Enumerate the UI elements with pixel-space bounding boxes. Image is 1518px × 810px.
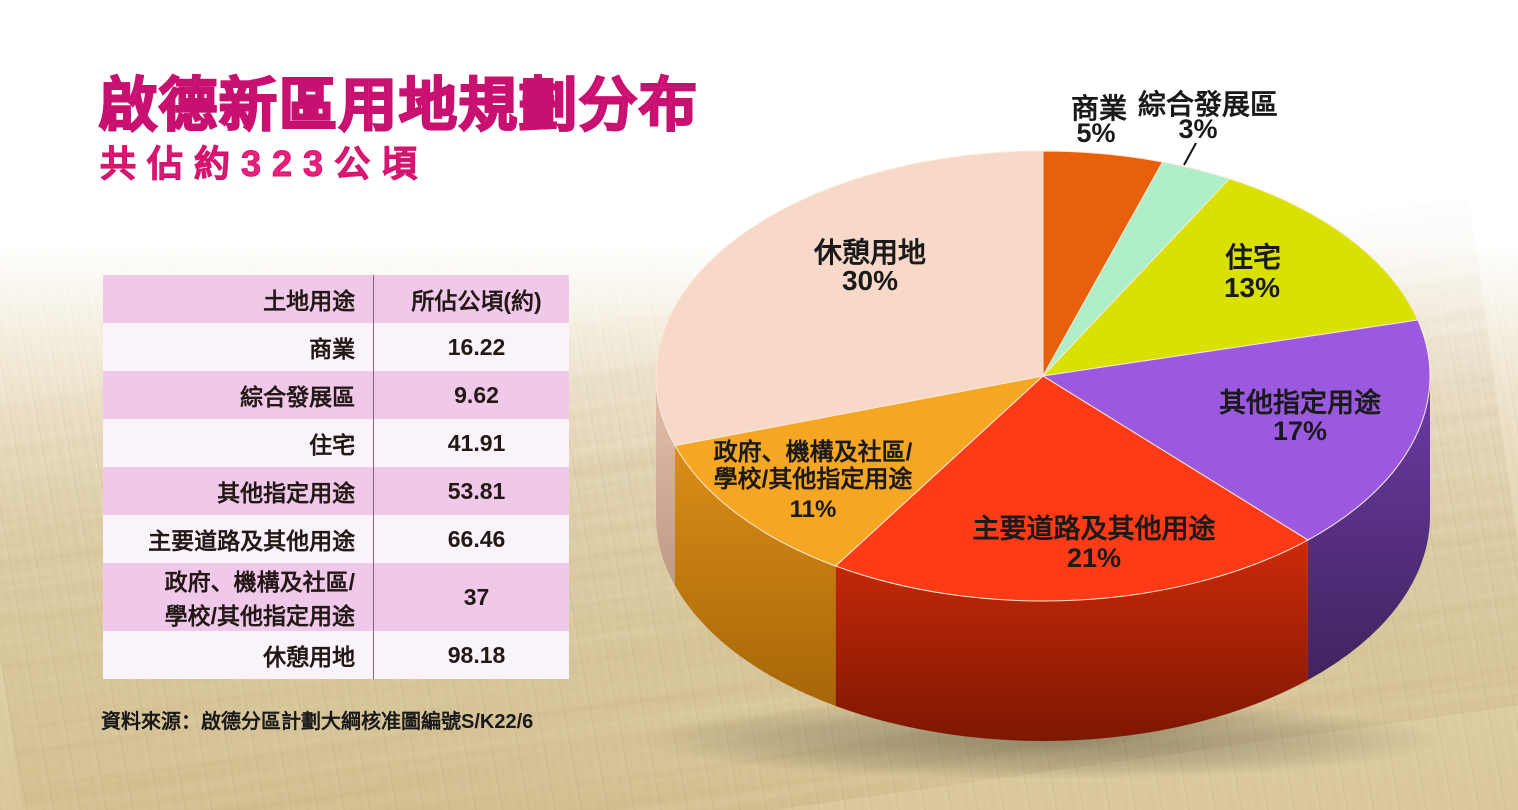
svg-text:學校/其他指定用途: 學校/其他指定用途 <box>714 465 914 493</box>
svg-text:21%: 21% <box>1067 543 1121 573</box>
svg-text:住宅: 住宅 <box>1225 241 1281 273</box>
svg-text:11%: 11% <box>790 496 837 523</box>
svg-text:13%: 13% <box>1224 272 1280 303</box>
svg-text:5%: 5% <box>1076 118 1115 148</box>
svg-text:其他指定用途: 其他指定用途 <box>1219 387 1382 418</box>
svg-text:休憩用地: 休憩用地 <box>813 236 926 268</box>
svg-text:3%: 3% <box>1178 114 1217 144</box>
svg-text:政府、機構及社區/: 政府、機構及社區/ <box>714 438 913 466</box>
svg-text:17%: 17% <box>1273 416 1327 446</box>
svg-text:30%: 30% <box>842 265 898 296</box>
svg-text:主要道路及其他用途: 主要道路及其他用途 <box>973 513 1217 544</box>
